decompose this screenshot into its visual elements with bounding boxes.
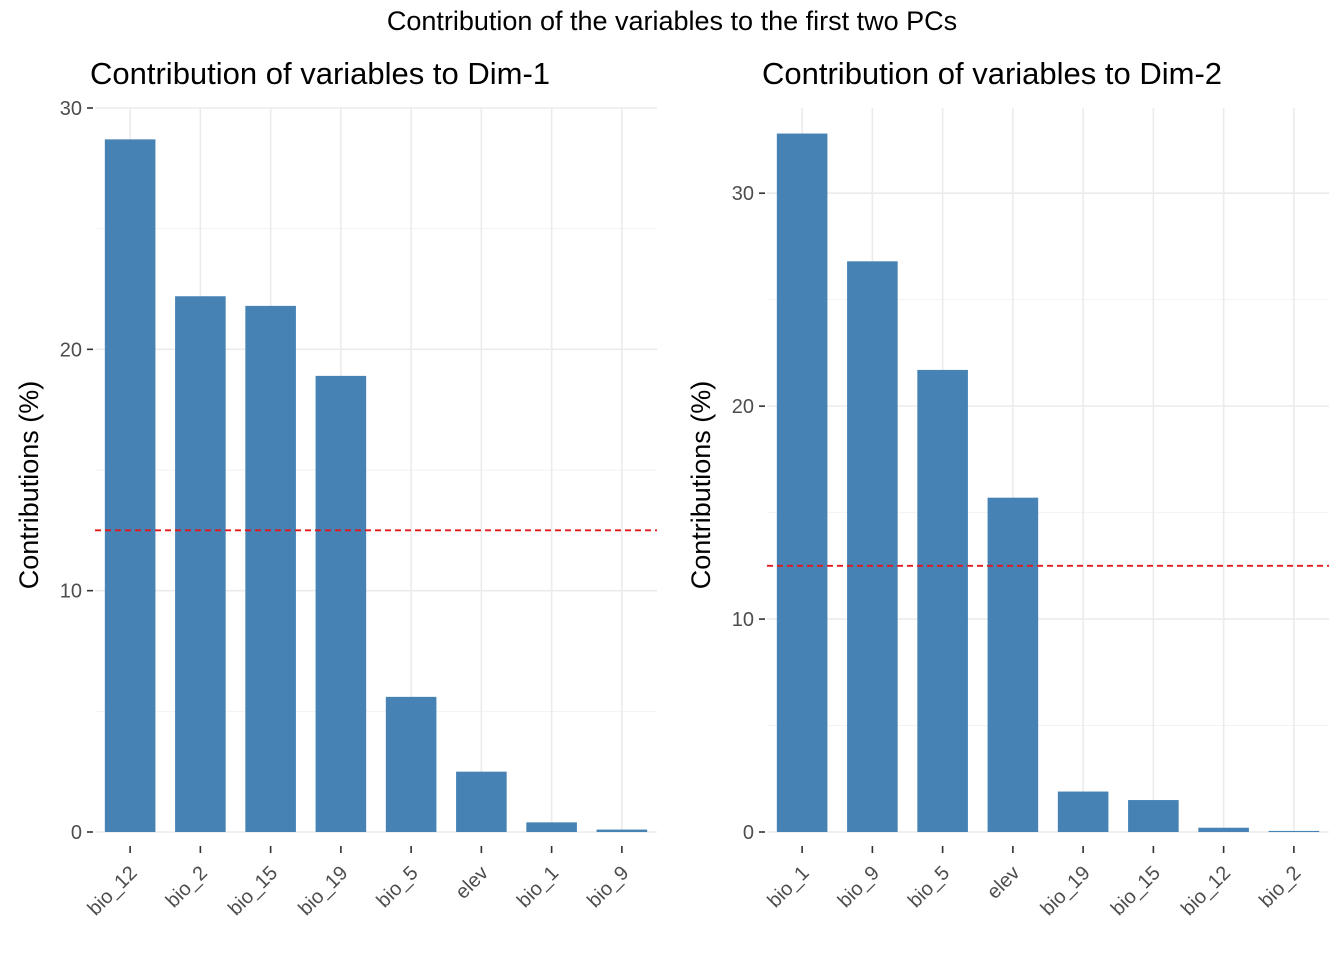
panel-1-y-axis-title: Contributions (%) bbox=[14, 381, 44, 590]
panel-1-y-tick-label: 10 bbox=[60, 581, 82, 603]
panel-2-y-tick-label: 0 bbox=[743, 822, 754, 844]
panel-1-bar-bio_15 bbox=[245, 305, 296, 833]
panel-2-y-axis-title: Contributions (%) bbox=[686, 381, 716, 590]
panel-1-title: Contribution of variables to Dim-1 bbox=[90, 56, 550, 91]
panel-1-y-tick-label: 20 bbox=[60, 339, 82, 361]
panel-2-bar-bio_19 bbox=[1057, 791, 1109, 832]
panel-2-bar-elev bbox=[987, 497, 1039, 832]
panel-1-bar-bio_12 bbox=[104, 139, 156, 832]
panel-1-bar-elev bbox=[456, 771, 507, 832]
panel-1-y-tick-label: 30 bbox=[60, 98, 82, 120]
panel-1-bar-bio_5 bbox=[385, 696, 437, 832]
panel-1-x-tick-label-bio_9: bio_9 bbox=[583, 862, 633, 912]
panel-1-x-tick-label-bio_5: bio_5 bbox=[373, 862, 423, 912]
panel-1-x-tick-label-bio_2: bio_2 bbox=[162, 862, 212, 912]
panel-1-x-tick-label-elev: elev bbox=[451, 862, 493, 904]
panel-2-bar-bio_12 bbox=[1198, 827, 1249, 832]
panel-2-bar-bio_1 bbox=[776, 133, 828, 832]
panel-2-y-tick-label: 10 bbox=[732, 609, 754, 631]
panel-2-x-tick-label-bio_12: bio_12 bbox=[1177, 862, 1235, 920]
panel-2-x-tick-label-bio_9: bio_9 bbox=[834, 862, 884, 912]
panel-1-y-tick-label: 0 bbox=[71, 822, 82, 844]
panel-1-x-tick-label-bio_12: bio_12 bbox=[84, 862, 142, 920]
panel-2-y-tick-label: 30 bbox=[732, 183, 754, 205]
panel-2-title: Contribution of variables to Dim-2 bbox=[762, 56, 1222, 91]
panel-1-bar-bio_1 bbox=[526, 822, 577, 832]
panel-1-x-tick-label-bio_19: bio_19 bbox=[294, 862, 352, 920]
figure-title: Contribution of the variables to the fir… bbox=[386, 6, 958, 36]
panel-2-bar-bio_15 bbox=[1128, 800, 1179, 832]
panel-2-x-tick-label-bio_19: bio_19 bbox=[1037, 862, 1095, 920]
panel-2-bar-bio_5 bbox=[917, 369, 968, 832]
panel-1-bar-bio_19 bbox=[315, 375, 367, 832]
panel-1-x-tick-label-bio_1: bio_1 bbox=[513, 862, 563, 912]
panel-2-y-tick-label: 20 bbox=[732, 396, 754, 418]
panel-1-x-tick-label-bio_15: bio_15 bbox=[224, 862, 282, 920]
panel-2-x-tick-label-bio_15: bio_15 bbox=[1107, 862, 1165, 920]
panel-2-x-tick-label-bio_5: bio_5 bbox=[904, 862, 954, 912]
panel-1-bar-bio_2 bbox=[175, 296, 226, 832]
panel-2-bar-bio_2 bbox=[1268, 830, 1320, 832]
panel-2-x-tick-label-elev: elev bbox=[983, 862, 1025, 904]
panel-2-x-tick-label-bio_2: bio_2 bbox=[1255, 862, 1305, 912]
panel-2-x-tick-label-bio_1: bio_1 bbox=[764, 862, 814, 912]
panel-1-bar-bio_9 bbox=[596, 829, 648, 832]
panel-2-bar-bio_9 bbox=[847, 261, 898, 833]
